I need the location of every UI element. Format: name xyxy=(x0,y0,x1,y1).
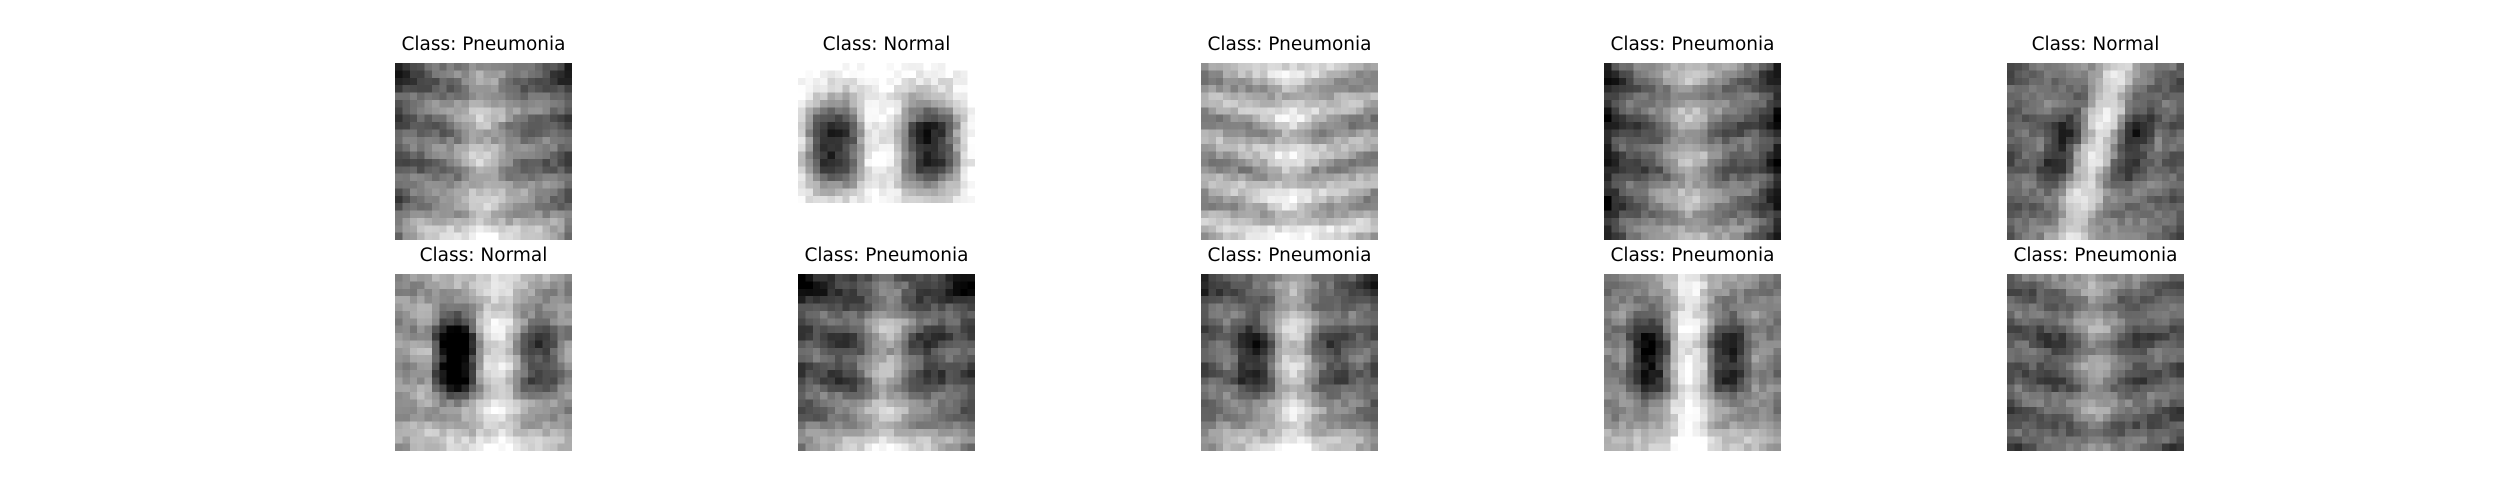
chest-xray-image xyxy=(1201,274,1378,451)
chest-xray-image xyxy=(1604,274,1781,451)
chest-xray-image xyxy=(2007,274,2184,451)
subplot-title: Class: Pneumonia xyxy=(1610,245,1775,266)
subplot-title: Class: Pneumonia xyxy=(401,34,566,55)
chest-xray-image xyxy=(1604,63,1781,240)
subplot-title: Class: Pneumonia xyxy=(1207,34,1372,55)
chest-xray-image xyxy=(395,274,572,451)
chest-xray-image xyxy=(1201,63,1378,240)
chest-xray-image xyxy=(798,274,975,451)
subplot-title: Class: Normal xyxy=(419,245,548,266)
subplot-title: Class: Normal xyxy=(2031,34,2160,55)
chest-xray-image xyxy=(2007,63,2184,240)
subplot-title: Class: Pneumonia xyxy=(1207,245,1372,266)
subplot-title: Class: Pneumonia xyxy=(1610,34,1775,55)
chest-xray-image xyxy=(798,63,975,240)
subplot-title: Class: Normal xyxy=(822,34,951,55)
subplot-title: Class: Pneumonia xyxy=(804,245,969,266)
subplot-title: Class: Pneumonia xyxy=(2013,245,2178,266)
chest-xray-image xyxy=(395,63,572,240)
